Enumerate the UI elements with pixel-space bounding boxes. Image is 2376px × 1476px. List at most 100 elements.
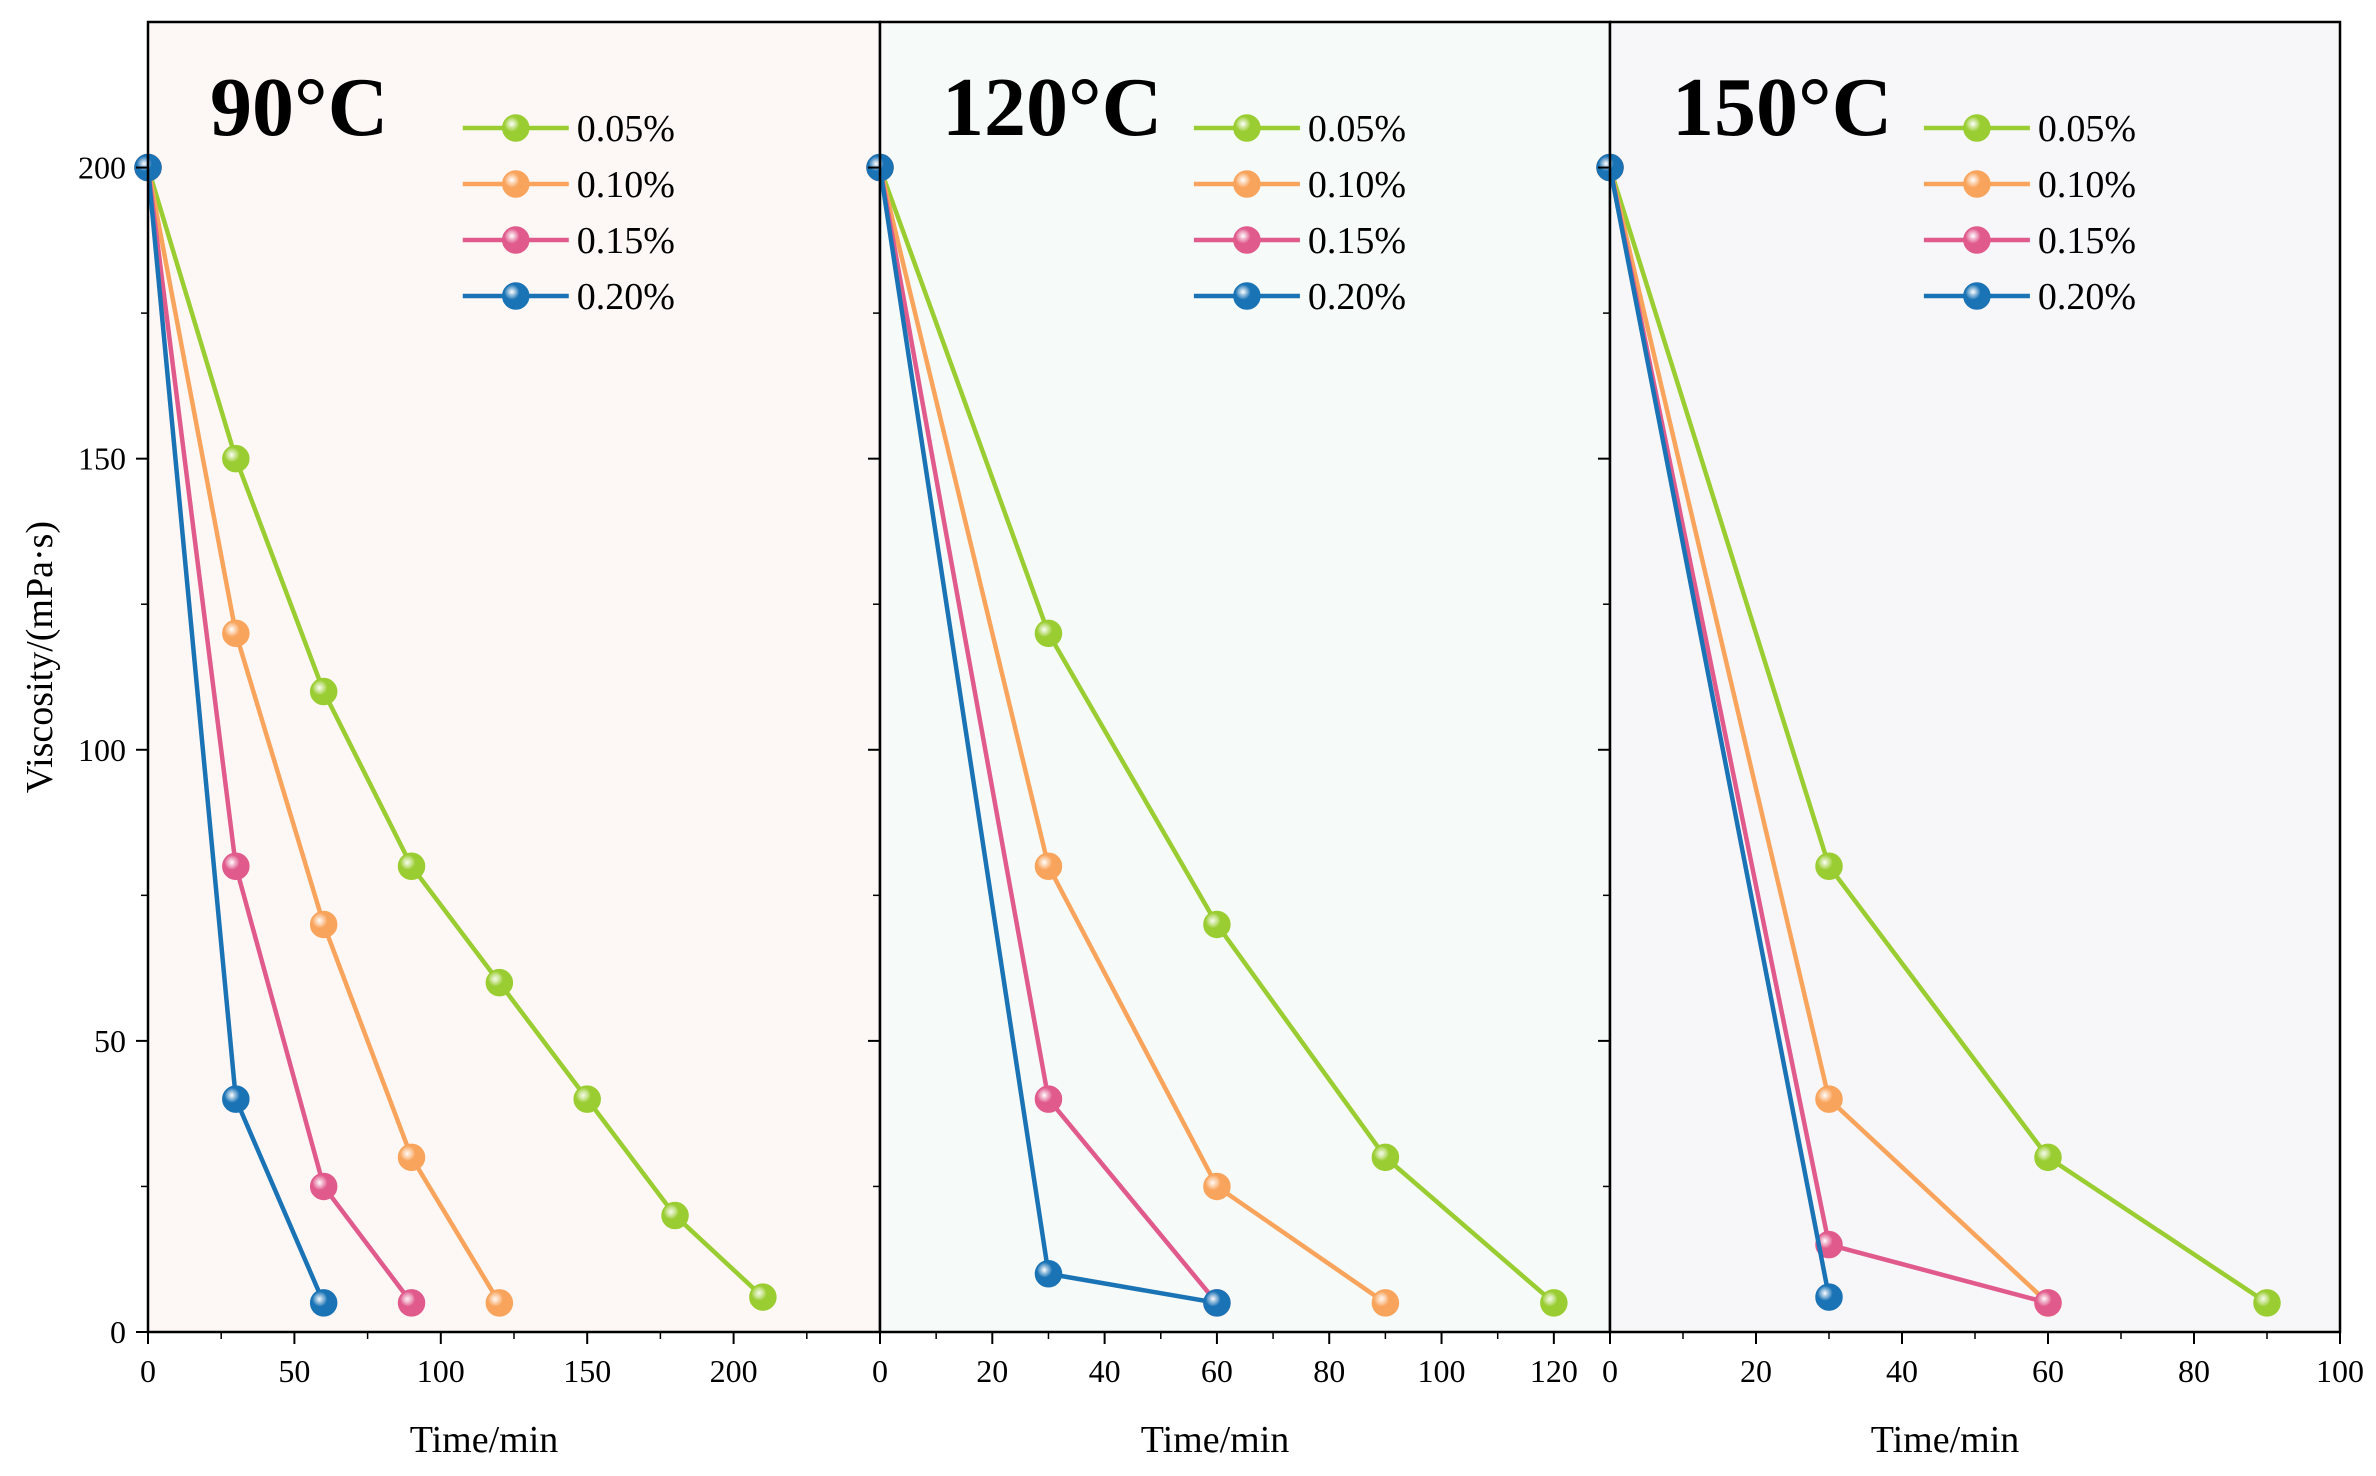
panel-150c-xtick-label: 100: [2316, 1353, 2364, 1389]
panel-90c-series-0-05-point: [749, 1283, 777, 1311]
panel-120c-legend-0-20-label: 0.20%: [1308, 276, 1406, 318]
panel-90c-legend-0-20-label: 0.20%: [577, 276, 675, 318]
chart-panels: 0 50 100 150 200050100150200Time/minViscosit…: [19, 20, 2364, 1461]
panel-150c-series-0-20-line: [1607, 167, 1832, 1298]
panel-90c-series-0-05-line: [145, 166, 765, 1299]
panel-120c-legend-0-05-marker: [1233, 114, 1261, 142]
panel-120c-xtick-label: 80: [1313, 1353, 1345, 1389]
panel-150c-legend-0-15-marker: [1963, 226, 1991, 254]
panel-90c-series-0-05-point: [573, 1085, 601, 1113]
y-axis-label: Viscosity/(mPa·s): [19, 521, 61, 793]
panel-150c-series-0-20-point: [1815, 1283, 1843, 1311]
panel-120c-series-0-05-point: [1034, 619, 1063, 648]
panel-90c-series-0-15-point: [309, 1172, 338, 1201]
panel-90c-x-axis-label: Time/min: [410, 1419, 559, 1461]
panel-90c-legend-0-15-label: 0.15%: [577, 220, 675, 262]
panel-150c-series-0-15-point: [2034, 1289, 2062, 1317]
panel-90c-series-0-15-point: [397, 1289, 426, 1317]
panel-150c-series-0-05-point: [2253, 1289, 2281, 1317]
panel-150c-series-0-05-point: [1815, 852, 1843, 880]
panel-90c-xtick-label: 100: [417, 1353, 465, 1389]
panel-120c-xtick-label: 20: [976, 1353, 1008, 1389]
panel-150c-xtick-label: 80: [2178, 1353, 2210, 1389]
panel-90c-series-0-05-point: [661, 1201, 689, 1230]
panel-120c-legend-0-20-marker: [1233, 282, 1261, 310]
panel-90c-title: 90°C: [210, 61, 388, 154]
panel-120c-xtick-label: 40: [1089, 1353, 1121, 1389]
panel-120c-legend-0-15-marker: [1233, 226, 1261, 254]
panel-90c-legend-0-05-label: 0.05%: [577, 108, 675, 150]
panel-120c-legend-0-10-label: 0.10%: [1308, 164, 1406, 206]
panel-90c-xtick-label: 0: [140, 1353, 156, 1389]
y-axis-tick-label: 50: [94, 1023, 126, 1059]
panel-120c-xtick-label: 100: [1418, 1353, 1466, 1389]
panel-150c-series-0-10-point: [1815, 1085, 1843, 1113]
panel-90c-background: [148, 22, 880, 1332]
panel-150c-xtick-label: 40: [1886, 1353, 1918, 1389]
y-axis-tick-label: 150: [78, 441, 126, 477]
panel-90c-series-0-20-point: [222, 1085, 250, 1113]
panel-150c-xtick-label: 20: [1740, 1353, 1772, 1389]
panel-150c-series-0-05-point: [2034, 1143, 2062, 1172]
panel-120c-legend-0-05-label: 0.05%: [1308, 108, 1406, 150]
panel-150c-legend-0-20-label: 0.20%: [2038, 276, 2136, 318]
panel-90c-series-0-10-point: [485, 1289, 514, 1317]
panel-90c-series-0-15-line: [145, 167, 414, 1305]
panel-90c-legend-0-20-marker: [502, 282, 530, 310]
panel-150c-legend-0-05-marker: [1963, 114, 1991, 142]
panel-150c-title: 150°C: [1672, 61, 1892, 154]
panel-90c-series-0-10-point: [309, 910, 338, 939]
panel-120c-series-0-20-point: [1034, 1260, 1063, 1288]
panel-90c-legend-0-10-label: 0.10%: [577, 164, 675, 206]
panel-90c-legend-0-15-marker: [502, 226, 530, 254]
panel-90c-xtick-label: 200: [710, 1353, 758, 1389]
panel-120c-series-0-10-line: [877, 167, 1387, 1305]
panel-90c-series-0-05-point: [222, 444, 250, 473]
panel-150c-x-axis-label: Time/min: [1871, 1419, 2020, 1461]
panel-90c-xtick-label: 50: [278, 1353, 310, 1389]
panel-90c-series-0-05-point: [309, 677, 338, 706]
panel-90c: 0 50 100 150 200 0 50 100 150 200 Time/min Viscosit…: [19, 20, 882, 1461]
panel-120c-legend-0-10-marker: [1233, 170, 1261, 198]
panel-120c-title: 120°C: [942, 61, 1162, 154]
panel-120c-xtick-label: 120: [1530, 1353, 1578, 1389]
panel-120c-series-0-15-point: [1034, 1085, 1063, 1113]
panel-150c-legend-0-20-marker: [1963, 282, 1991, 310]
panel-120c: 0 20 40 60 80 100 120 Time/min 120°C 0.05% 0.10% 0.…: [866, 20, 1612, 1461]
panel-90c-series-0-10-point: [397, 1143, 426, 1172]
panel-120c-series-0-05-point: [1371, 1143, 1400, 1172]
panel-120c-series-0-10-point: [1203, 1172, 1231, 1201]
panel-150c-legend-0-10-label: 0.10%: [2038, 164, 2136, 206]
panel-120c-series-0-20-point: [1203, 1289, 1231, 1317]
panel-90c-legend-0-05-marker: [502, 114, 530, 142]
panel-90c-xtick-label: 150: [563, 1353, 611, 1389]
panel-150c-xtick-label: 60: [2032, 1353, 2064, 1389]
panel-120c-series-0-05-point: [1540, 1289, 1568, 1317]
panel-90c-series-0-05-point: [485, 968, 514, 997]
panel-150c-xtick-label: 0: [1602, 1353, 1618, 1389]
y-axis-tick-label: 200: [78, 150, 126, 186]
panel-120c-series-0-10-point: [1034, 852, 1063, 880]
panel-90c-series-0-10-point: [222, 619, 250, 648]
panel-90c-series-0-20-point: [309, 1289, 338, 1317]
panel-150c-legend-0-05-label: 0.05%: [2038, 108, 2136, 150]
y-axis-tick-label: 100: [78, 732, 126, 768]
panel-90c-series-0-15-point: [222, 852, 250, 880]
panel-120c-series-0-10-point: [1371, 1289, 1400, 1317]
panel-150c-legend-0-10-marker: [1963, 170, 1991, 198]
panel-120c-series-0-05-point: [1203, 910, 1231, 939]
panel-150c-series-0-15-point: [1815, 1230, 1843, 1259]
panel-150c-series-0-05-line: [1607, 166, 2269, 1305]
panel-120c-x-axis-label: Time/min: [1141, 1419, 1290, 1461]
panel-120c-background: [880, 22, 1610, 1332]
y-axis-tick-label: 0: [110, 1314, 126, 1350]
panel-150c: 0 20 40 60 80 100 Time/min 150°C 0.05% 0.10% 0.15%…: [1596, 20, 2364, 1461]
panel-120c-legend-0-15-label: 0.15%: [1308, 220, 1406, 262]
panel-120c-xtick-label: 0: [872, 1353, 888, 1389]
panel-90c-legend-0-10-marker: [502, 170, 530, 198]
panel-120c-xtick-label: 60: [1201, 1353, 1233, 1389]
panel-150c-background: [1610, 22, 2340, 1332]
panel-150c-legend-0-15-label: 0.15%: [2038, 220, 2136, 262]
panel-90c-series-0-05-point: [397, 852, 426, 880]
